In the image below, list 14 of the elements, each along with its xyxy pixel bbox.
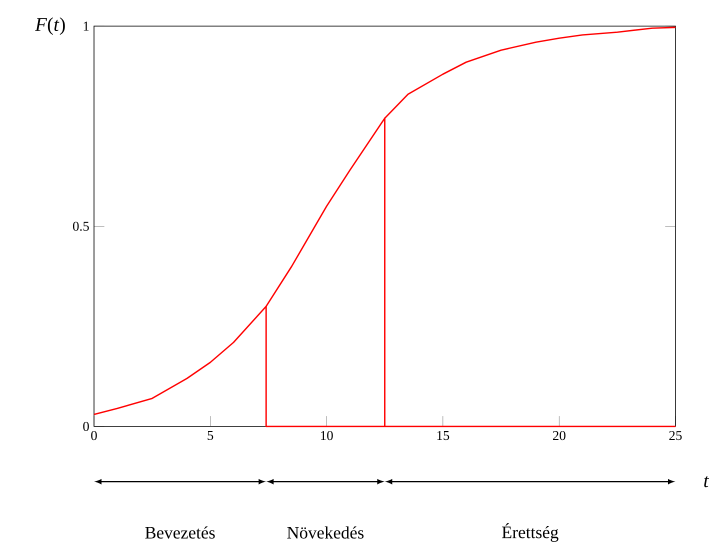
x-tick-label: 20 bbox=[552, 430, 566, 440]
x-tick-label: 15 bbox=[437, 430, 450, 440]
x-tick-label: 25 bbox=[669, 430, 682, 440]
text: Növekedés bbox=[287, 526, 364, 539]
y-tick-label: 1 bbox=[84, 22, 89, 31]
text: Érettség bbox=[502, 523, 558, 542]
y-axis-title: F(t) bbox=[34, 17, 65, 35]
y-tick-label: 0.5 bbox=[72, 222, 89, 231]
x-axis-title: t bbox=[704, 476, 710, 488]
x-tick-label: 0 bbox=[91, 430, 97, 440]
y-tick-label: 0 bbox=[83, 422, 89, 431]
x-tick-label: 5 bbox=[208, 430, 214, 440]
text: Bevezetés bbox=[145, 526, 215, 539]
x-tick-label: 10 bbox=[321, 430, 333, 440]
